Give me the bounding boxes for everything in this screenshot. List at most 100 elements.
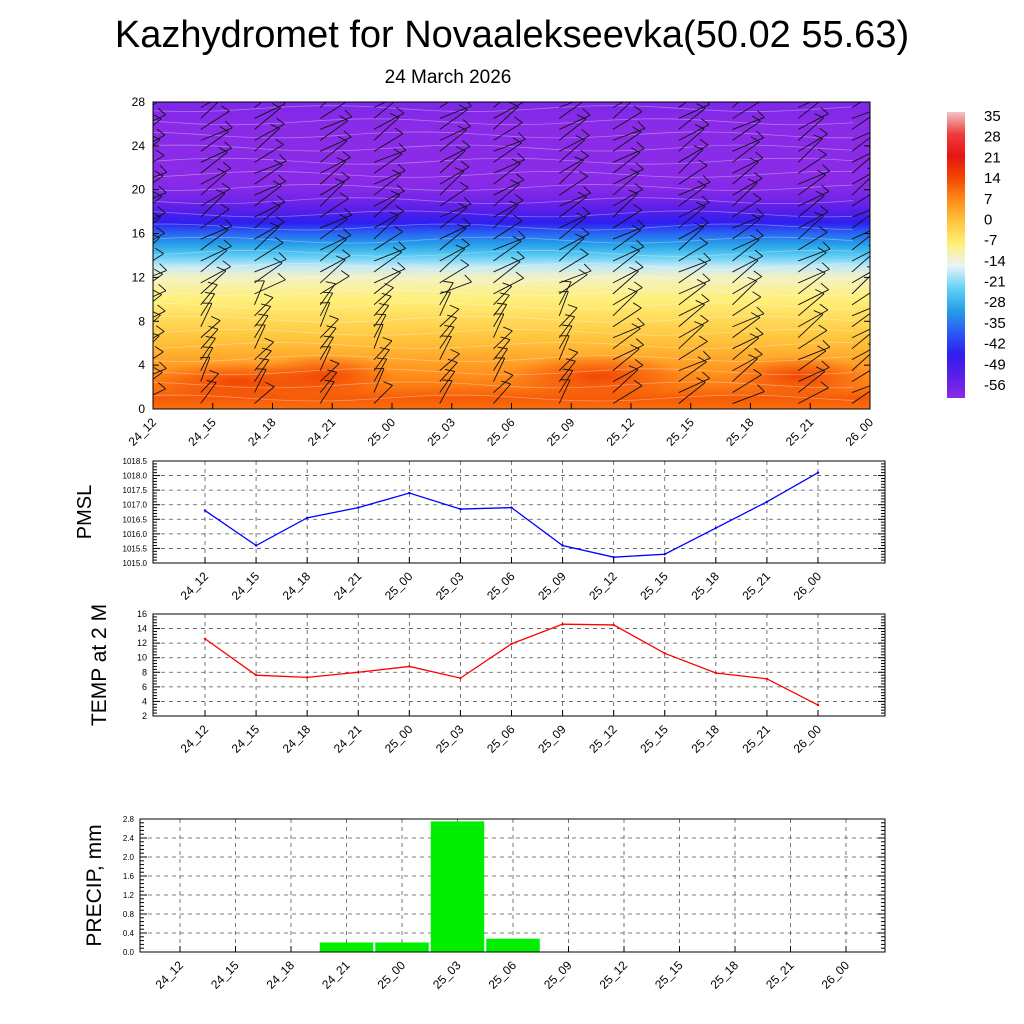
wind-barb <box>373 205 404 229</box>
wind-barb <box>851 285 870 306</box>
wind-barb <box>797 268 826 295</box>
wind-barb <box>153 164 168 185</box>
wind-barb <box>439 160 470 185</box>
wind-barb <box>254 252 287 273</box>
wind-barb <box>798 102 830 108</box>
y-tick-label: 2.0 <box>123 853 135 862</box>
data-point <box>408 665 411 668</box>
wind-barb <box>798 324 828 350</box>
wind-barb <box>373 169 402 196</box>
wind-barb <box>254 180 282 207</box>
wind-barb <box>851 102 870 108</box>
precip-bar <box>486 938 540 952</box>
colorbar-label: -42 <box>984 336 1006 353</box>
wind-barb <box>678 371 710 393</box>
wind-barb <box>612 260 644 284</box>
x-tick-label: 25_06 <box>484 722 518 756</box>
wind-barb <box>798 226 828 251</box>
colorbar-label: -28 <box>984 294 1006 311</box>
x-tick-label: 24_18 <box>280 569 314 603</box>
wind-barb <box>559 149 589 174</box>
wind-barb <box>732 291 762 317</box>
wind-barb <box>319 136 348 163</box>
wind-barb <box>678 335 708 361</box>
wind-barb <box>200 239 232 262</box>
wind-barb <box>851 126 870 141</box>
y-tick-label: 1016.5 <box>123 515 148 524</box>
y-tick-label: 8 <box>142 667 147 677</box>
warm-core-1 <box>255 354 396 399</box>
y-tick-label: 6 <box>142 682 147 692</box>
x-tick-label: 24_12 <box>178 569 212 603</box>
wind-barb <box>558 368 574 393</box>
wind-barb <box>153 206 166 229</box>
wind-barb <box>254 195 286 218</box>
wind-barb <box>851 266 870 295</box>
wind-barb <box>612 240 645 262</box>
x-tick-label: 24_21 <box>305 415 339 449</box>
wind-barb <box>678 237 708 262</box>
wind-barb <box>319 115 349 141</box>
wind-barb <box>254 216 285 240</box>
x-tick-label: 24_12 <box>153 958 187 992</box>
data-point <box>714 671 718 675</box>
wind-barb <box>439 102 472 119</box>
wind-barb <box>254 293 274 317</box>
wind-barb <box>559 129 590 152</box>
wind-barb <box>559 102 592 108</box>
x-tick-label: 25_12 <box>597 958 631 992</box>
contour-line <box>153 381 854 389</box>
contour-line <box>153 144 854 152</box>
wind-barb <box>493 357 506 382</box>
wind-barb <box>732 348 763 372</box>
wind-barb <box>254 313 269 338</box>
y-tick-label: 16 <box>132 227 146 241</box>
wind-barb <box>559 186 591 207</box>
x-tick-label: 25_00 <box>375 958 409 992</box>
wind-barb <box>797 345 827 371</box>
precip-bar <box>430 821 485 952</box>
wind-barb <box>439 304 460 328</box>
wind-barb <box>678 138 709 163</box>
wind-barb <box>798 148 827 174</box>
x-tick-label: 25_06 <box>486 958 520 992</box>
wind-barb <box>254 337 274 360</box>
wind-barb <box>798 381 829 404</box>
wind-barb <box>373 143 407 163</box>
colorbar-label: 21 <box>984 149 1001 166</box>
y-tick-label: 28 <box>132 95 146 109</box>
wind-barb <box>851 383 870 404</box>
wind-barb <box>373 102 401 119</box>
y-axis-label: PMSL <box>74 485 96 539</box>
temperature-cross-section: 0 4 8 12 16 20 24 28 24_12 24_15 24_18 24_21 25_00 25… <box>126 95 877 449</box>
data-point <box>254 544 258 547</box>
wind-barb <box>153 108 166 130</box>
wind-barb <box>678 159 708 185</box>
panel-frame <box>152 460 886 564</box>
wind-barb <box>493 235 522 262</box>
data-point <box>305 676 309 679</box>
warm-core-3 <box>728 356 869 397</box>
wind-barb <box>851 224 870 240</box>
wind-barb <box>493 271 524 295</box>
wind-barb <box>153 247 164 273</box>
wind-barb <box>678 175 711 196</box>
wind-barb <box>319 102 346 108</box>
contour-line <box>153 170 854 178</box>
wind-barb <box>373 184 405 207</box>
wind-barb <box>851 109 870 130</box>
x-tick-label: 24_12 <box>126 415 160 449</box>
y-tick-label: 1.6 <box>123 872 135 881</box>
x-tick-label: 25_09 <box>535 569 569 603</box>
y-tick-label: 2.4 <box>123 834 135 843</box>
wind-barb <box>797 366 826 393</box>
wind-barb <box>798 339 831 361</box>
wind-barb <box>493 230 526 251</box>
contour-line <box>153 184 854 191</box>
wind-barb <box>254 368 267 393</box>
y-axis-label: PRECIP, mm <box>83 824 106 946</box>
wind-barb <box>798 205 829 229</box>
wind-barb <box>493 214 523 240</box>
wind-barb <box>732 110 765 130</box>
wind-barb <box>439 217 471 240</box>
